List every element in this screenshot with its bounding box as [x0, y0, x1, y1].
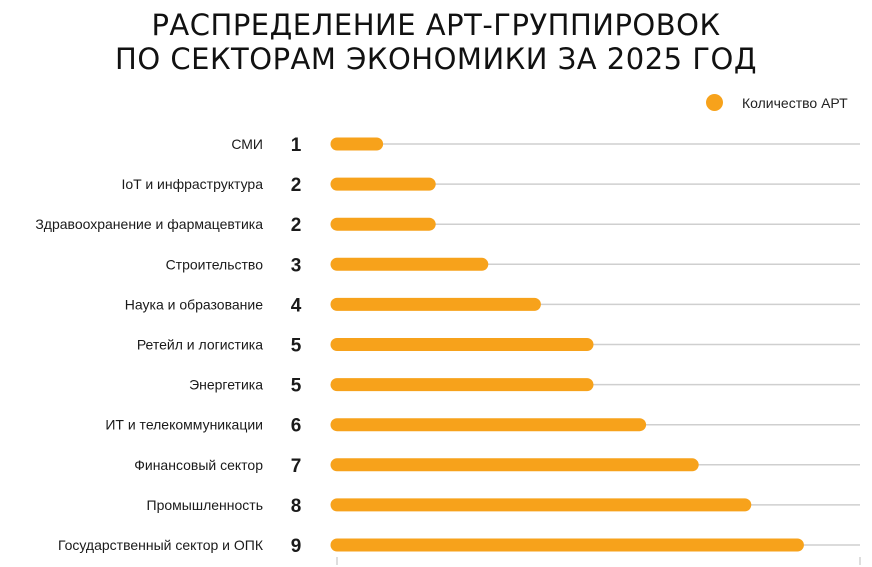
value-label: 3 [291, 255, 302, 276]
value-label: 7 [291, 456, 302, 477]
bar [330, 498, 752, 512]
bar [330, 217, 436, 231]
bar [330, 257, 489, 271]
category-label: Энергетика [189, 377, 263, 393]
chart-title-line-2: ПО СЕКТОРАМ ЭКОНОМИКИ ЗА 2025 ГОД [115, 42, 757, 76]
bar [330, 177, 436, 191]
bar [330, 418, 647, 432]
category-label: ИТ и телекоммуникации [105, 417, 263, 433]
value-label: 9 [291, 536, 302, 557]
value-label: 6 [291, 416, 302, 437]
value-label: 1 [291, 135, 302, 156]
category-label: Финансовый сектор [134, 457, 263, 473]
category-label: Промышленность [147, 497, 263, 513]
legend-label: Количество АРТ [742, 94, 848, 111]
category-label: СМИ [231, 136, 263, 152]
category-label: Ретейл и логистика [137, 337, 263, 353]
value-label: 2 [291, 175, 302, 196]
value-label: 4 [291, 295, 302, 316]
bar [330, 538, 804, 552]
bar [330, 338, 594, 351]
chart-legend: Количество АРТ [706, 94, 848, 111]
category-label: Строительство [166, 256, 264, 272]
chart-title-line-1: РАСПРЕДЕЛЕНИЕ АРТ-ГРУППИРОВОК [151, 8, 721, 42]
category-label: Здравоохранение и фармацевтика [35, 216, 263, 232]
legend-marker [706, 94, 723, 111]
value-label: 5 [291, 336, 302, 357]
value-label: 2 [291, 215, 302, 236]
bar [330, 297, 541, 311]
value-label: 5 [291, 376, 302, 397]
category-label: IoT и инфраструктура [121, 176, 263, 192]
bar [330, 458, 699, 472]
category-label: Государственный сектор и ОПК [58, 537, 264, 553]
category-label: Наука и образование [125, 296, 263, 312]
value-label: 8 [291, 496, 302, 517]
bar [330, 137, 384, 151]
bar [330, 378, 594, 392]
chart-title: РАСПРЕДЕЛЕНИЕ АРТ-ГРУППИРОВОК ПО СЕКТОРА… [0, 8, 872, 76]
